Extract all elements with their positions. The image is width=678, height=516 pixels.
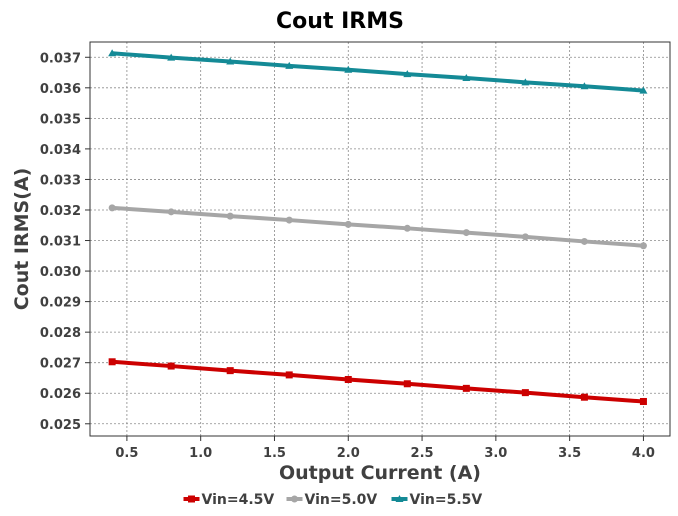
x-tick-label: 3.0 xyxy=(484,446,507,461)
series-layer xyxy=(108,49,648,405)
data-point xyxy=(226,212,234,220)
legend-label: Vin=4.5V xyxy=(202,492,275,508)
legend-item: Vin=5.5V xyxy=(391,492,483,508)
data-point xyxy=(167,53,176,61)
data-point xyxy=(108,358,116,366)
series-3 xyxy=(108,49,648,94)
series-line xyxy=(111,51,644,93)
y-tick-label: 0.034 xyxy=(40,143,81,158)
data-point xyxy=(344,65,353,73)
legend-swatch-marker xyxy=(188,495,195,503)
x-tick-label: 3.5 xyxy=(558,446,581,461)
data-point xyxy=(403,380,411,388)
plot-frame xyxy=(89,41,671,437)
data-point xyxy=(521,233,529,241)
data-point xyxy=(226,57,235,65)
x-axis-label: Output Current (A) xyxy=(279,462,481,484)
y-tick-label: 0.037 xyxy=(40,51,81,66)
y-tick-label: 0.025 xyxy=(40,418,81,433)
data-point xyxy=(580,393,588,401)
series-1 xyxy=(108,358,647,405)
data-point xyxy=(462,384,470,392)
data-point xyxy=(639,397,647,405)
data-point xyxy=(285,371,293,379)
y-tick-label: 0.030 xyxy=(40,265,81,280)
data-point xyxy=(344,375,352,383)
data-point xyxy=(167,362,175,370)
data-point xyxy=(403,224,411,232)
y-tick-label: 0.033 xyxy=(40,173,81,188)
chart-title: Cout IRMS xyxy=(276,9,404,34)
data-point xyxy=(639,86,648,94)
data-point xyxy=(462,74,471,82)
data-point xyxy=(108,204,116,212)
data-point xyxy=(462,229,470,237)
x-tick-label: 1.0 xyxy=(189,446,212,461)
y-tick-label: 0.032 xyxy=(40,204,81,219)
y-axis-label: Cout IRMS(A) xyxy=(11,168,33,311)
x-tick-label: 1.5 xyxy=(263,446,286,461)
data-point xyxy=(226,367,234,375)
legend-swatch-marker xyxy=(395,495,404,502)
grid xyxy=(90,42,670,436)
y-tick-label: 0.029 xyxy=(40,296,81,311)
y-tick-label: 0.031 xyxy=(40,235,81,250)
legend-label: Vin=5.0V xyxy=(305,492,378,508)
y-tick-label: 0.027 xyxy=(40,357,81,372)
y-tick-label: 0.026 xyxy=(40,387,81,402)
data-point xyxy=(639,242,647,250)
data-point xyxy=(580,82,589,90)
data-point xyxy=(521,78,530,86)
data-point xyxy=(285,61,294,69)
series-2 xyxy=(108,204,647,250)
x-ticks: 0.5 1.0 1.5 2.0 2.5 3.0 3.5 4.0 xyxy=(115,436,655,461)
legend: Vin=4.5V Vin=5.0V Vin=5.5V xyxy=(183,492,483,508)
y-ticks: 0.025 0.026 0.027 0.028 0.029 0.030 0.031 0.032… xyxy=(40,51,90,433)
data-point xyxy=(344,220,352,228)
data-point xyxy=(167,208,175,216)
data-point xyxy=(108,49,117,57)
data-point xyxy=(521,389,529,397)
data-point xyxy=(403,70,412,78)
series-line xyxy=(111,359,644,404)
series-line xyxy=(112,205,644,248)
y-tick-label: 0.035 xyxy=(40,112,81,127)
x-tick-label: 2.5 xyxy=(411,446,434,461)
x-tick-label: 0.5 xyxy=(115,446,138,461)
data-point xyxy=(580,237,588,245)
legend-item: Vin=4.5V xyxy=(183,492,275,508)
data-point xyxy=(285,216,293,224)
legend-item: Vin=5.0V xyxy=(286,492,378,508)
y-tick-label: 0.028 xyxy=(40,326,81,341)
x-tick-label: 2.0 xyxy=(337,446,360,461)
x-tick-label: 4.0 xyxy=(632,446,655,461)
y-tick-label: 0.036 xyxy=(40,82,81,97)
legend-label: Vin=5.5V xyxy=(410,492,483,508)
legend-swatch-marker xyxy=(291,495,298,503)
